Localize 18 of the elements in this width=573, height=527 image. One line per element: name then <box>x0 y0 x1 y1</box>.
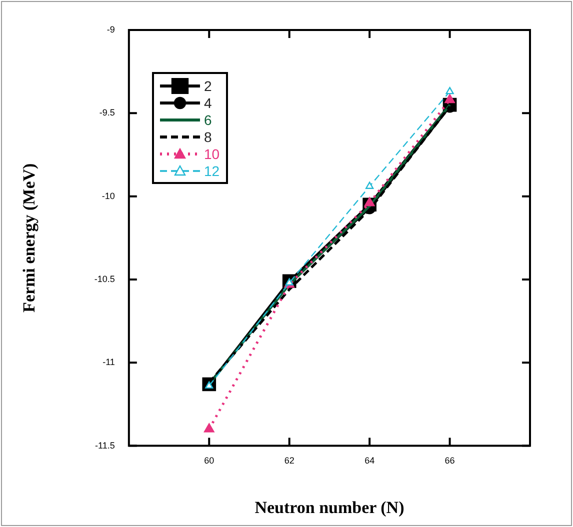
y-tick-label: -10 <box>102 190 115 201</box>
legend-label: 2 <box>204 78 212 94</box>
x-tick-label: 64 <box>364 456 375 466</box>
legend-label: 8 <box>204 128 212 144</box>
legend-label: 10 <box>204 146 220 162</box>
legend-label: 6 <box>204 112 212 128</box>
legend-label: 12 <box>204 162 220 178</box>
y-tick-label: -9 <box>106 24 115 34</box>
y-axis-title: Fermi energy (MeV) <box>20 163 39 312</box>
y-tick-label: -9.5 <box>99 108 115 118</box>
y-tick-label: -11 <box>102 357 115 368</box>
x-tick-label: 66 <box>444 456 455 466</box>
legend-label: 4 <box>204 94 212 110</box>
x-axis-title: Neutron number (N) <box>254 498 404 518</box>
y-tick-label: -10.5 <box>94 274 115 284</box>
x-tick-label: 62 <box>284 456 294 466</box>
y-tick-label: -11.5 <box>95 440 115 450</box>
x-tick-label: 60 <box>204 456 214 466</box>
